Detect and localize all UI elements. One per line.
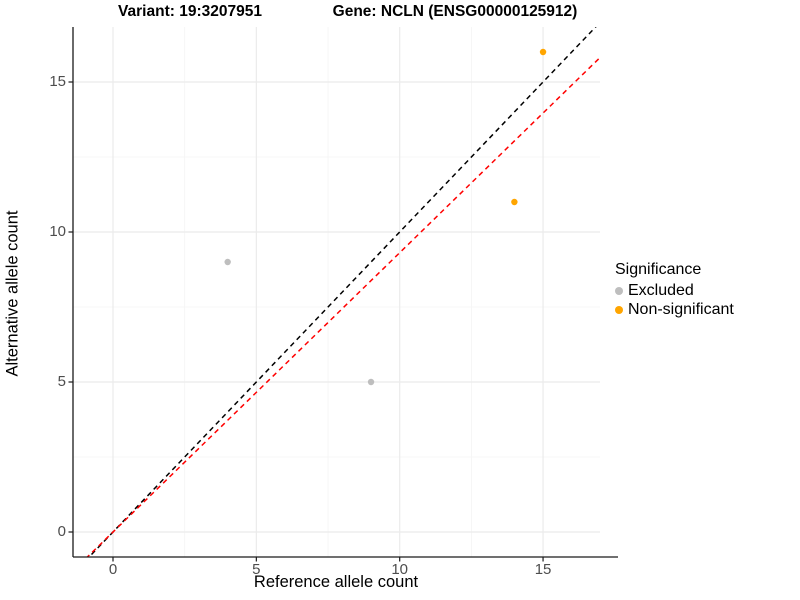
data-point-non-significant: [511, 198, 518, 206]
non-significant-dot-icon: [615, 305, 623, 314]
y-tick-label: 15: [49, 73, 66, 90]
legend-item-non-significant: Non-significant: [615, 300, 734, 319]
y-tick-label: 5: [57, 373, 66, 390]
legend: Significance Excluded Non-significant: [615, 261, 734, 319]
data-point-non-significant: [539, 48, 547, 56]
excluded-dot-icon: [615, 286, 623, 295]
x-tick-label: 0: [108, 561, 118, 578]
legend-item-label: Excluded: [628, 281, 694, 299]
x-tick-label: 10: [391, 561, 409, 578]
data-point-excluded: [224, 258, 231, 266]
legend-title: Significance: [615, 261, 702, 278]
allelic-ratio-line: [86, 56, 600, 557]
legend-item-label: Non-significant: [628, 300, 734, 318]
legend-item-excluded: Excluded: [615, 281, 734, 300]
x-tick-label: 15: [534, 561, 552, 578]
x-axis-title: Reference allele count: [253, 573, 419, 591]
y-tick-label: 10: [49, 223, 66, 240]
y-axis-title: Alternative allele count: [3, 210, 22, 377]
data-point-excluded: [367, 378, 375, 386]
x-tick-label: 5: [252, 561, 261, 578]
title-gene: Gene: NCLN (ENSG00000125912): [332, 3, 578, 20]
identity-line: [88, 27, 597, 557]
y-tick-label: 0: [57, 523, 66, 540]
title-variant: Variant: 19:3207951: [118, 3, 262, 20]
